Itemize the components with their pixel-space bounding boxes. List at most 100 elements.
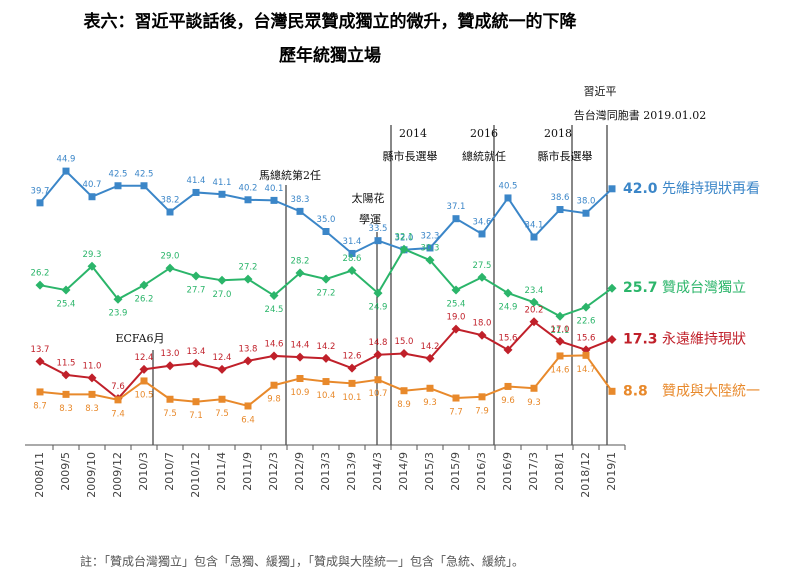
- annotation: ECFA6月: [115, 332, 164, 345]
- data-label: 29.3: [83, 250, 102, 260]
- point: [217, 275, 227, 285]
- data-label: 10.9: [291, 388, 310, 398]
- x-tick-label: 2010/7: [163, 452, 176, 491]
- annotation: 總統就任: [462, 149, 506, 163]
- legend-label: 永遠維持現狀: [662, 331, 746, 347]
- point: [140, 182, 148, 190]
- annotation: 縣市長選舉: [383, 149, 438, 163]
- point: [347, 266, 357, 276]
- x-tick-label: 2009/10: [85, 452, 98, 498]
- point: [582, 351, 590, 359]
- point: [192, 188, 200, 196]
- point: [62, 390, 70, 398]
- point: [218, 190, 226, 198]
- data-label: 24.9: [369, 303, 388, 313]
- data-label: 14.2: [421, 342, 440, 352]
- data-label: 23.9: [109, 309, 128, 319]
- point: [607, 334, 617, 344]
- data-label: 30.3: [421, 244, 440, 254]
- point: [477, 330, 487, 340]
- data-label: 10.1: [343, 393, 362, 403]
- point: [477, 272, 487, 282]
- point: [192, 398, 200, 406]
- data-label: 21.1: [551, 326, 570, 336]
- point: [530, 233, 538, 241]
- point: [426, 244, 434, 252]
- data-label: 12.4: [135, 353, 154, 363]
- point: [556, 206, 564, 214]
- data-label: 9.8: [267, 395, 281, 405]
- point: [452, 394, 460, 402]
- x-tick-label: 2014/3: [371, 452, 384, 491]
- end-label: 25.7: [623, 280, 658, 296]
- data-label: 10.5: [135, 390, 154, 400]
- end-label: 8.8: [623, 383, 648, 399]
- x-tick-label: 2018/12: [579, 452, 592, 498]
- point: [191, 271, 201, 281]
- x-tick-label: 2016/3: [475, 452, 488, 491]
- chart-subtitle: 歷年統獨立場: [279, 45, 381, 66]
- point: [61, 285, 71, 295]
- point: [269, 351, 279, 361]
- data-label: 32.1: [395, 233, 414, 243]
- end-label: 42.0: [623, 181, 658, 197]
- data-label: 28.2: [291, 256, 310, 266]
- point: [425, 255, 435, 265]
- point: [62, 167, 70, 175]
- data-label: 7.6: [111, 382, 125, 392]
- data-label: 12.4: [213, 353, 232, 363]
- data-label: 20.2: [525, 305, 544, 315]
- x-tick-label: 2010/3: [137, 452, 150, 491]
- x-tick-label: 2008/11: [33, 452, 46, 498]
- data-label: 32.0: [395, 233, 414, 243]
- point: [374, 237, 382, 245]
- data-label: 26.2: [135, 295, 154, 305]
- data-label: 11.5: [57, 358, 76, 368]
- point: [451, 285, 461, 295]
- point: [529, 317, 539, 327]
- point: [452, 215, 460, 223]
- data-label: 38.0: [577, 197, 596, 207]
- series-line: [39, 169, 613, 255]
- point: [35, 280, 45, 290]
- point: [35, 356, 45, 366]
- x-tick-label: 2010/12: [189, 452, 202, 498]
- data-label: 28.6: [343, 254, 362, 264]
- annotation: 縣市長選舉: [538, 149, 593, 163]
- point: [139, 280, 149, 290]
- point: [243, 356, 253, 366]
- data-label: 7.5: [215, 409, 229, 419]
- data-label: 8.3: [59, 404, 73, 414]
- point: [217, 364, 227, 374]
- data-label: 18.0: [473, 319, 492, 329]
- point: [373, 288, 383, 298]
- data-label: 27.7: [187, 286, 206, 296]
- point: [296, 375, 304, 383]
- point: [399, 244, 409, 254]
- x-tick-label: 2018/1: [553, 452, 566, 491]
- data-label: 7.4: [111, 409, 125, 419]
- data-label: 34.1: [525, 220, 544, 230]
- point: [295, 268, 305, 278]
- data-label: 27.2: [239, 263, 258, 273]
- data-label: 40.5: [499, 181, 518, 191]
- data-label: 7.5: [163, 409, 177, 419]
- point: [140, 377, 148, 385]
- point: [426, 384, 434, 392]
- point: [243, 274, 253, 284]
- data-label: 40.2: [239, 183, 258, 193]
- data-label: 41.4: [187, 176, 206, 186]
- point: [503, 345, 513, 355]
- data-label: 37.1: [447, 202, 466, 212]
- point: [36, 388, 44, 396]
- data-label: 25.4: [447, 300, 466, 310]
- data-label: 32.3: [421, 231, 440, 241]
- point: [113, 294, 123, 304]
- data-label: 40.1: [265, 184, 284, 194]
- point: [165, 361, 175, 371]
- data-label: 11.0: [83, 361, 102, 371]
- x-tick-label: 2017/3: [527, 452, 540, 491]
- point: [61, 370, 71, 380]
- point: [114, 182, 122, 190]
